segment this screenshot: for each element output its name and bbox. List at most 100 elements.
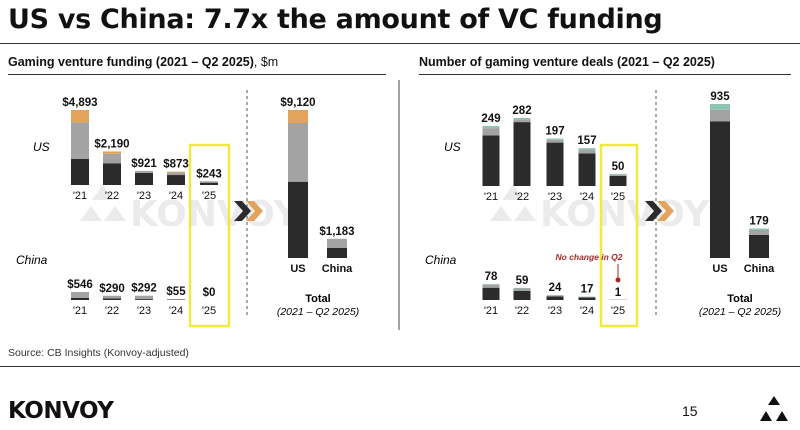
funding-us-value-label-3: $873 — [163, 159, 189, 171]
deals-us-bar-4-seg-3 — [609, 173, 627, 175]
deals-china-bar-1-seg-1 — [513, 288, 531, 291]
funding-us-bar-3-seg-2 — [167, 171, 185, 173]
funding-us-bar-3-seg-1 — [167, 172, 185, 176]
deals-us-value-label-3: 157 — [577, 135, 596, 147]
deals-total-bar-1-seg-1 — [749, 230, 769, 235]
funding-us-bar-1-seg-2 — [103, 151, 121, 154]
deals-china-bar-1-seg-0 — [513, 290, 531, 300]
deals-us-category-label-4: '25 — [611, 191, 625, 203]
deals-total-label: Total — [727, 293, 752, 305]
funding-total-bar-0-seg-0 — [288, 181, 308, 258]
deals-us-category-label-1: '22 — [515, 191, 529, 203]
title-rule — [0, 43, 800, 44]
deals-us-bar-3-seg-1 — [578, 149, 596, 154]
funding-us-value-label-4: $243 — [196, 168, 222, 180]
deals-us-bar-1-seg-3 — [513, 118, 531, 120]
funding-us-category-label-0: '21 — [73, 190, 87, 202]
deals-china-bar-2-seg-1 — [546, 295, 564, 297]
deals-us-bar-2-seg-0 — [546, 142, 564, 186]
deals-chevron-icon — [645, 201, 674, 221]
watermark-right: KONVOY — [490, 185, 711, 235]
funding-china-bar-2-seg-1 — [135, 295, 153, 300]
watermark-text: KONVOY — [540, 194, 711, 235]
deals-2025-highlight-box — [599, 143, 639, 328]
funding-china-value-label-3: $55 — [166, 286, 186, 298]
deals-us-bar-4-seg-0 — [609, 175, 627, 186]
deals-china-category-label-2: '23 — [548, 305, 562, 317]
funding-us-bar-1-seg-1 — [103, 153, 121, 164]
funding-us-bar-2-seg-0 — [135, 172, 153, 185]
deals-china-value-label-4: 1 — [615, 287, 622, 299]
deals-china-label: China — [425, 253, 457, 267]
deals-china-value-label-1: 59 — [516, 275, 529, 287]
deals-subtitle-text: Number of gaming venture deals (2021 – Q… — [419, 55, 715, 69]
deals-us-bar-2-seg-1 — [546, 139, 564, 143]
deals-china-bar-1-seg-3 — [513, 287, 531, 289]
deals-us-bar-3-seg-0 — [578, 153, 596, 186]
funding-total-bar-0-seg-1 — [288, 122, 308, 182]
funding-us-value-label-2: $921 — [131, 158, 157, 170]
deals-total-bar-1-seg-0 — [749, 234, 769, 258]
funding-us-label: US — [33, 140, 50, 154]
konvoy-mark-icon — [760, 396, 788, 421]
funding-china-label: China — [16, 253, 48, 267]
funding-subtitle-unit: , $m — [253, 55, 279, 69]
deals-chart-subtitle: Number of gaming venture deals (2021 – Q… — [419, 55, 715, 69]
deals-china-category-label-1: '22 — [515, 305, 529, 317]
deals-total-sublabel: (2021 – Q2 2025) — [699, 306, 781, 318]
funding-chart-subtitle: Gaming venture funding (2021 – Q2 2025),… — [8, 55, 278, 69]
page-number: 15 — [682, 403, 698, 419]
deals-china-bar-3-seg-1 — [578, 296, 596, 298]
deals-us-value-label-0: 249 — [481, 113, 500, 125]
funding-us-bar-2-seg-1 — [135, 170, 153, 173]
deals-total-value-label-0: 935 — [710, 91, 730, 103]
funding-total-bar-1-seg-0 — [327, 247, 347, 258]
no-change-annotation: No change in Q2 — [555, 252, 622, 262]
funding-us-bar-0-seg-2 — [71, 110, 89, 123]
deals-total-bar-0-seg-0 — [710, 121, 730, 258]
source-note: Source: CB Insights (Konvoy-adjusted) — [8, 347, 189, 359]
deals-china-bar-0-seg-3 — [482, 284, 500, 285]
deals-china-category-label-4: '25 — [611, 305, 625, 317]
funding-china-category-label-2: '23 — [137, 305, 151, 317]
funding-us-category-label-3: '24 — [169, 190, 183, 202]
page-title: US vs China: 7.7x the amount of VC fundi… — [8, 4, 663, 35]
funding-china-value-label-0: $546 — [67, 279, 93, 291]
watermark-mark-icon — [80, 185, 126, 221]
funding-subtitle-rule — [8, 74, 386, 75]
deals-us-bar-3-seg-3 — [578, 148, 596, 150]
deals-china-bar-0-seg-1 — [482, 284, 500, 288]
funding-china-bar-1-seg-0 — [103, 298, 121, 300]
deals-us-value-label-1: 282 — [512, 105, 531, 117]
funding-china-value-label-2: $292 — [131, 283, 157, 295]
watermark-text: KONVOY — [130, 194, 301, 235]
funding-total-category-label-0: US — [290, 263, 305, 275]
funding-china-bar-1-seg-1 — [103, 295, 121, 299]
deals-us-value-label-2: 197 — [545, 125, 564, 137]
funding-total-category-label-1: China — [322, 263, 353, 275]
funding-china-category-label-4: '25 — [202, 305, 216, 317]
funding-us-bar-0-seg-0 — [71, 158, 89, 185]
funding-us-bar-1-seg-0 — [103, 163, 121, 185]
deals-us-category-label-3: '24 — [580, 191, 594, 203]
funding-china-bar-0-seg-0 — [71, 297, 89, 300]
deals-subtitle-rule — [419, 74, 791, 75]
funding-chevron-icon — [234, 201, 263, 221]
funding-china-bar-0-seg-1 — [71, 292, 89, 298]
funding-us-category-label-4: '25 — [202, 190, 216, 202]
deals-us-label: US — [444, 140, 461, 154]
funding-china-category-label-3: '24 — [169, 305, 183, 317]
deals-us-bar-1-seg-0 — [513, 122, 531, 186]
funding-us-bar-3-seg-0 — [167, 175, 185, 185]
konvoy-logo: KONVOY — [8, 398, 114, 424]
funding-china-value-label-1: $290 — [99, 283, 125, 295]
funding-total-bar-1-seg-1 — [327, 238, 347, 248]
funding-total-value-label-0: $9,120 — [280, 97, 315, 109]
funding-china-bar-2-seg-0 — [135, 299, 153, 300]
funding-total-label: Total — [305, 293, 330, 305]
funding-us-category-label-2: '23 — [137, 190, 151, 202]
deals-china-category-label-3: '24 — [580, 305, 594, 317]
funding-china-value-label-4: $0 — [203, 287, 216, 299]
deals-china-category-label-0: '21 — [484, 305, 498, 317]
